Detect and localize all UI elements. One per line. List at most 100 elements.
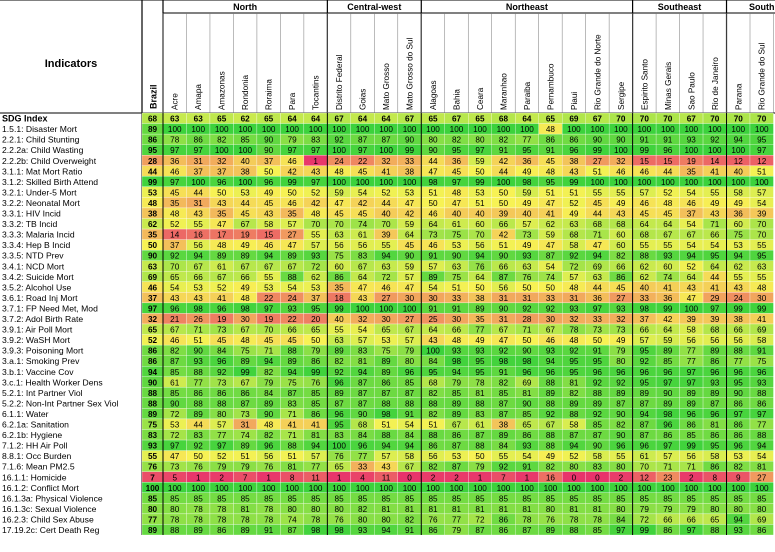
cell-value: 90 [148,378,158,387]
cell-value: 45 [264,199,274,208]
cell-value: 38 [734,315,744,324]
cell-value: 86 [757,526,767,535]
cell-value: 80 [217,410,227,419]
cell-value: 46 [288,157,298,166]
row-label: 3.7.1: FP Need Met, Mod [2,303,98,313]
cell-value: 40 [335,315,345,324]
cell-value: 76 [264,463,274,472]
cell-value: 35 [288,210,298,219]
cell-value: 28 [148,157,158,166]
cell-value: 30 [452,315,462,324]
cell-value: 92 [710,136,720,145]
cell-value: 87 [170,357,180,366]
column-header-state: Piaui [570,92,579,110]
cell-value: 67 [335,115,345,124]
cell-value: 87 [358,136,368,145]
cell-value: 55 [616,452,626,461]
cell-value: 77 [687,357,697,366]
cell-value: 88 [475,399,485,408]
cell-value: 70 [640,115,650,124]
cell-value: 16 [546,473,556,482]
cell-value: 85 [358,494,368,503]
cell-value: 85 [593,494,603,503]
cell-value: 100 [567,484,581,493]
cell-value: 81 [522,389,532,398]
cell-value: 95 [475,368,485,377]
cell-value: 96 [217,357,227,366]
cell-value: 89 [593,399,603,408]
cell-value: 73 [522,231,532,240]
cell-value: 91 [405,526,415,535]
cell-value: 61 [170,378,180,387]
cell-value: 99 [640,146,650,155]
row-label: 3.3.2: TB Incid [2,219,57,229]
cell-value: 100 [684,304,698,313]
cell-value: 59 [663,336,673,345]
cell-value: 92 [593,410,603,419]
cell-value: 55 [194,220,204,229]
cell-value: 59 [335,188,345,197]
cell-value: 50 [522,283,532,292]
cell-value: 82 [499,378,509,387]
cell-value: 56 [734,336,744,345]
cell-value: 100 [661,125,675,134]
cell-value: 1 [266,473,271,482]
cell-value: 88 [428,399,438,408]
cell-value: 88 [475,442,485,451]
cell-value: 64 [405,231,415,240]
column-header-state: Rio Grande do Sul [758,42,767,110]
cell-value: 87 [640,399,650,408]
cell-value: 76 [475,262,485,271]
cell-value: 48 [148,199,158,208]
cell-value: 46 [546,336,556,345]
cell-value: 53 [475,188,485,197]
cell-value: 92 [640,357,650,366]
cell-value: 19 [264,315,274,324]
cell-value: 90 [616,431,626,440]
cell-value: 46 [170,336,180,345]
cell-value: 80 [358,515,368,524]
cell-value: 80 [311,505,321,514]
cell-value: 96 [217,304,227,313]
cell-value: 43 [194,210,204,219]
cell-value: 51 [241,452,251,461]
cell-value: 80 [288,505,298,514]
cell-value: 88 [288,347,298,356]
cell-value: 47 [499,336,509,345]
column-header-state: Alagoas [429,80,438,110]
cell-value: 96 [663,421,673,430]
cell-value: 86 [452,431,462,440]
row-label: 16.2.3: Child Sex Abuse [2,514,94,524]
cell-value: 85 [335,494,345,503]
cell-value: 60 [663,262,673,271]
cell-value: 98 [640,304,650,313]
cell-value: 89 [569,399,579,408]
cell-value: 25 [428,315,438,324]
cell-value: 54 [687,241,697,250]
cell-value: 80 [757,505,767,514]
cell-value: 27 [382,294,392,303]
cell-value: 86 [148,347,158,356]
cell-value: 100 [520,125,534,134]
cell-value: 85 [194,494,204,503]
cell-value: 76 [522,273,532,282]
cell-value: 63 [593,273,603,282]
cell-value: 63 [757,262,767,271]
cell-value: 53 [734,241,744,250]
cell-value: 78 [170,515,180,524]
cell-value: 95 [757,252,767,261]
cell-value: 100 [426,125,440,134]
cell-value: 76 [311,378,321,387]
cell-value: 95 [546,178,556,187]
cell-value: 86 [710,463,720,472]
cell-value: 39 [710,315,720,324]
cell-value: 33 [405,157,415,166]
cell-value: 33 [452,294,462,303]
cell-value: 87 [569,431,579,440]
cell-value: 88 [710,526,720,535]
cell-value: 71 [710,220,720,229]
cell-value: 89 [546,389,556,398]
cell-value: 58 [264,220,274,229]
cell-value: 77 [757,421,767,430]
cell-value: 100 [356,125,370,134]
